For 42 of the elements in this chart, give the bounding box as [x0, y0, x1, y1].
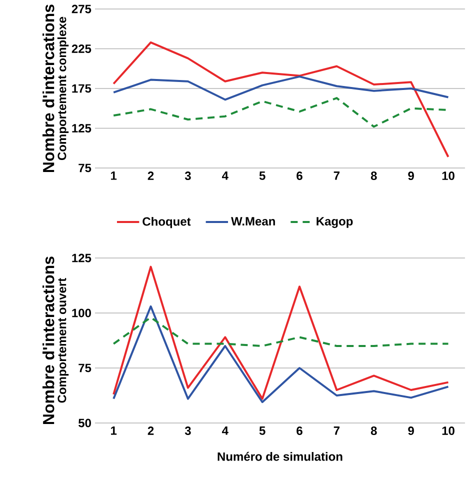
text: Comportement complexe [57, 16, 69, 160]
x-tick-label: 3 [184, 426, 191, 436]
x-tick-label: 6 [296, 426, 302, 436]
text: Comportement ouvert [58, 278, 69, 403]
y-tick-label: 75 [78, 164, 92, 172]
x-tick-label: 5 [259, 426, 266, 435]
line-series [112, 76, 450, 101]
line-series [112, 266, 450, 400]
x-tick-label: 9 [408, 426, 414, 436]
legend-label: Choquet [142, 216, 191, 228]
x-tick-label: 7 [334, 172, 340, 180]
y-tick-label: 125 [72, 254, 92, 262]
x-tick-label: 2 [148, 426, 154, 435]
y-tick-label: 225 [72, 44, 92, 53]
x-tick-label: 4 [222, 172, 228, 180]
y-tick-label: 175 [72, 84, 92, 93]
x-tick-label: 10 [442, 426, 454, 436]
x-tick-label: 6 [296, 172, 302, 180]
x-tick-label: 8 [370, 172, 377, 180]
x-tick-label: 7 [334, 426, 340, 435]
y-axis-title: Nombre d'intercations [42, 4, 54, 172]
x-tick-label: 1 [111, 172, 117, 180]
x-tick-label: 3 [184, 172, 191, 180]
y-tick-label: 125 [72, 124, 92, 132]
x-tick-label: 2 [148, 172, 154, 180]
legend-label: Kagop [316, 217, 353, 228]
x-tick-label: 10 [442, 172, 454, 180]
x-tick-label: 9 [408, 172, 414, 180]
legend-label: W.Mean [231, 217, 275, 226]
line-series [112, 305, 450, 404]
line-series [112, 316, 450, 347]
y-tick-label: 75 [78, 364, 92, 372]
x-tick-label: 4 [222, 426, 228, 435]
x-tick-label: 5 [259, 172, 266, 180]
y-axis-title: Nombre d'interactions [42, 256, 54, 424]
x-tick-label: 8 [370, 426, 377, 436]
y-tick-label: 50 [78, 418, 91, 428]
y-tick-label: 100 [72, 308, 91, 318]
line-series [112, 41, 450, 158]
x-tick-label: 1 [111, 426, 117, 435]
x-axis-title: Numéro de simulation [218, 452, 342, 461]
y-tick-label: 275 [72, 4, 92, 14]
